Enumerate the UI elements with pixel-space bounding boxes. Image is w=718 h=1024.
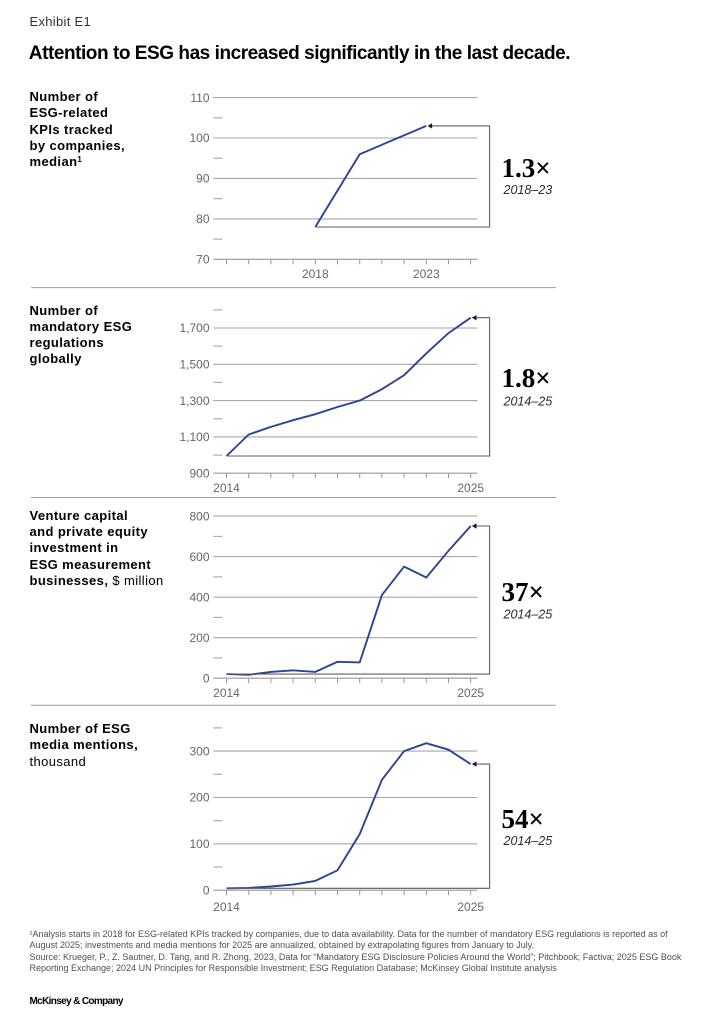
svg-text:0: 0: [203, 671, 210, 685]
svg-text:2025: 2025: [457, 481, 484, 495]
svg-text:1,100: 1,100: [179, 430, 209, 444]
svg-text:900: 900: [189, 466, 209, 480]
svg-text:1,500: 1,500: [179, 358, 209, 372]
svg-text:2023: 2023: [413, 267, 440, 281]
svg-text:600: 600: [189, 550, 209, 564]
svg-text:1.8×: 1.8×: [502, 363, 551, 393]
svg-text:2018: 2018: [302, 267, 329, 281]
svg-text:2014: 2014: [213, 686, 240, 700]
svg-text:54×: 54×: [502, 804, 544, 834]
svg-text:1,300: 1,300: [179, 394, 209, 408]
svg-text:100: 100: [189, 131, 209, 145]
svg-text:2025: 2025: [457, 686, 484, 700]
svg-text:2014–25: 2014–25: [503, 608, 553, 622]
svg-text:300: 300: [189, 744, 209, 758]
svg-text:2014: 2014: [213, 900, 240, 914]
svg-text:90: 90: [196, 172, 210, 186]
svg-text:200: 200: [189, 631, 209, 645]
svg-text:70: 70: [196, 253, 210, 267]
svg-text:0: 0: [203, 883, 210, 897]
svg-text:200: 200: [189, 791, 209, 805]
svg-text:2014–25: 2014–25: [503, 834, 553, 848]
svg-text:800: 800: [189, 509, 209, 523]
svg-text:400: 400: [189, 590, 209, 604]
svg-text:1,700: 1,700: [179, 321, 209, 335]
svg-text:2025: 2025: [457, 900, 484, 914]
svg-text:1.3×: 1.3×: [502, 153, 551, 183]
svg-text:110: 110: [190, 91, 209, 105]
svg-text:80: 80: [196, 212, 210, 226]
svg-text:2014: 2014: [213, 481, 240, 495]
svg-text:2018–23: 2018–23: [503, 183, 553, 197]
svg-text:2014–25: 2014–25: [503, 395, 553, 409]
svg-text:100: 100: [189, 837, 209, 851]
svg-text:37×: 37×: [502, 577, 544, 607]
